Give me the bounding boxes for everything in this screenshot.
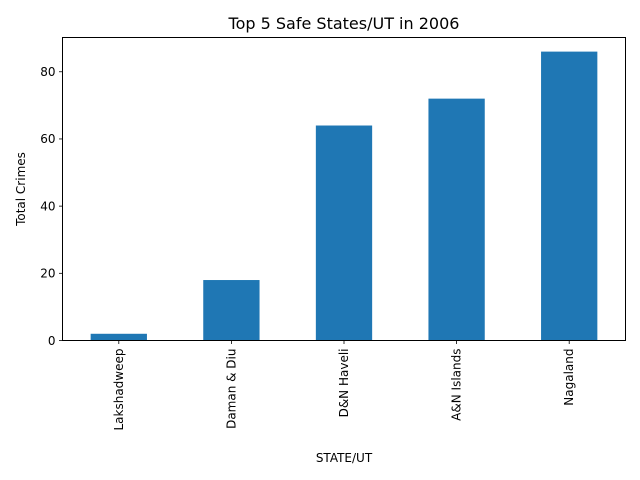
x-tick-label: D&N Haveli [337, 349, 351, 418]
bar-1 [203, 280, 260, 341]
x-tick-label: Lakshadweep [112, 349, 126, 431]
x-axis-label: STATE/UT [316, 451, 373, 465]
chart-title: Top 5 Safe States/UT in 2006 [228, 14, 460, 33]
x-tick-label: A&N Islands [450, 349, 464, 421]
bar-0 [90, 333, 147, 341]
y-tick-label: 20 [40, 267, 55, 281]
bar-3 [428, 98, 485, 341]
x-axis: Lakshadweep Daman & Diu D&N Haveli A&N Isla… [112, 340, 576, 431]
bar-4 [541, 51, 598, 341]
y-tick-label: 60 [40, 132, 55, 146]
bars-group [90, 51, 598, 341]
y-axis: 0 20 40 60 80 [40, 65, 63, 348]
y-tick-label: 80 [40, 65, 55, 79]
y-axis-label: Total Crimes [14, 152, 28, 227]
x-tick-label: Nagaland [562, 349, 576, 406]
x-tick-label: Daman & Diu [224, 349, 238, 429]
y-tick-label: 40 [40, 199, 55, 213]
bar-2 [315, 125, 373, 341]
y-tick-label: 0 [48, 334, 56, 348]
